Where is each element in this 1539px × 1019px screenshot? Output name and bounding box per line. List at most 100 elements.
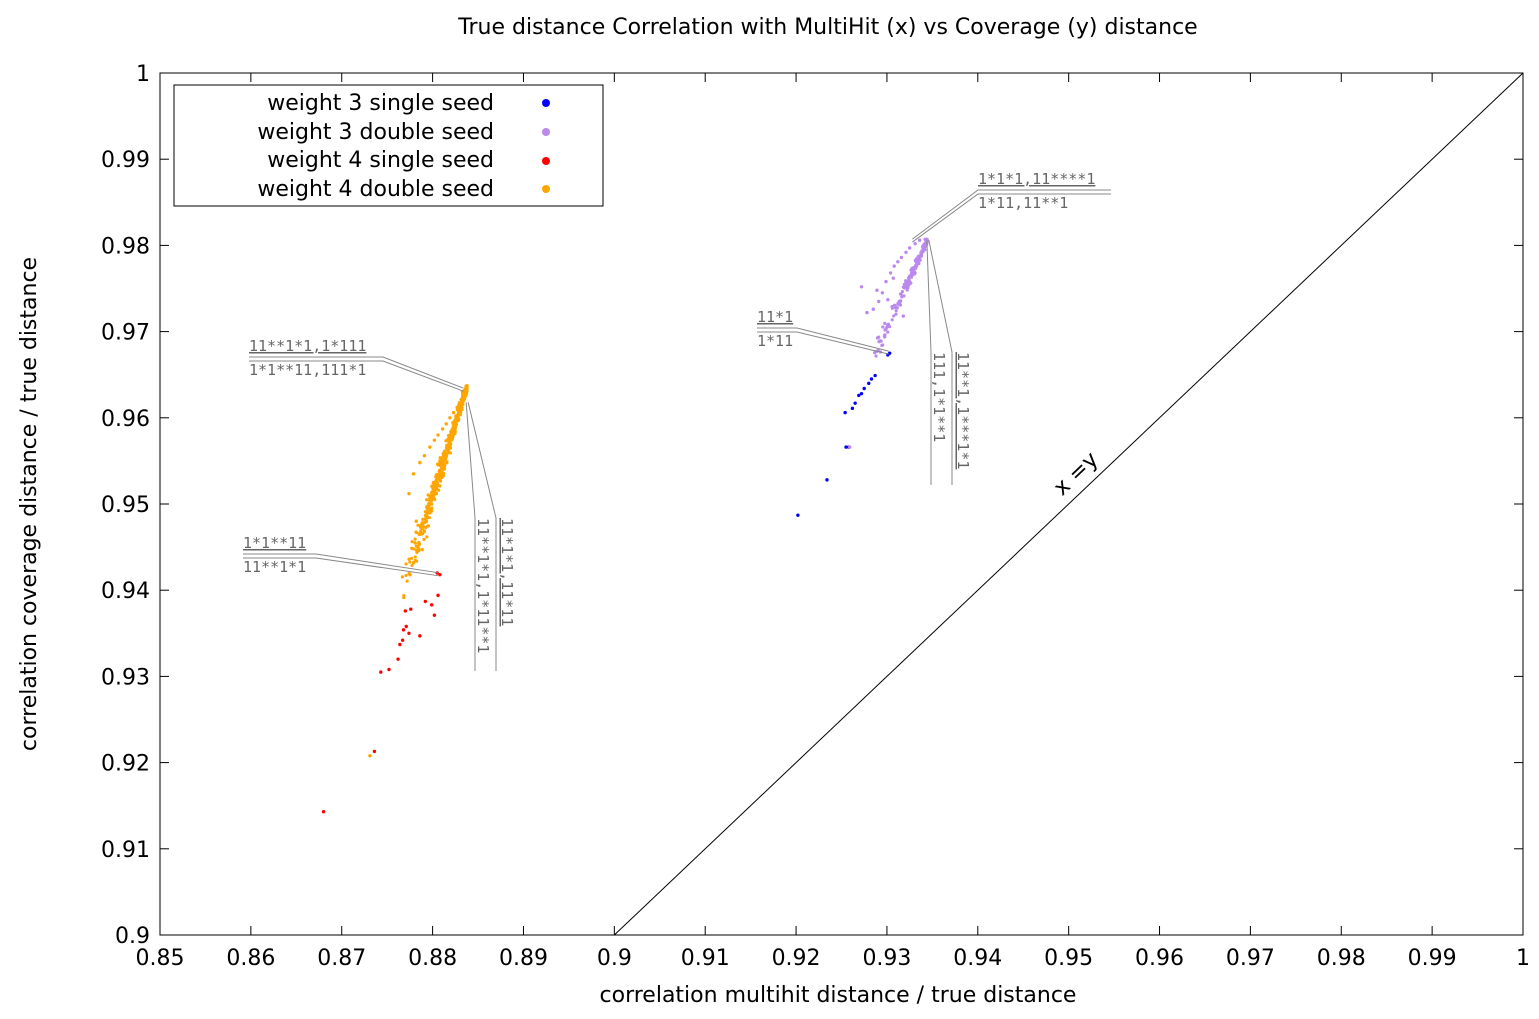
data-point <box>902 286 907 290</box>
data-point <box>886 330 890 334</box>
data-point <box>857 393 861 398</box>
data-point <box>465 389 469 394</box>
data-point <box>404 573 408 578</box>
data-point <box>451 431 455 436</box>
x-tick-label: 0.85 <box>136 946 185 971</box>
x-tick-label: 0.91 <box>681 946 730 971</box>
data-point <box>448 446 452 450</box>
annotation-label: 1*1*1,11****1 <box>978 170 1095 188</box>
data-point <box>895 306 899 310</box>
x-tick-label: 0.94 <box>953 946 1002 971</box>
data-point <box>448 416 452 420</box>
data-point <box>413 537 417 541</box>
data-point <box>451 425 455 429</box>
data-point <box>424 525 428 530</box>
data-point <box>429 603 434 607</box>
data-point <box>402 593 406 598</box>
annotation-leader <box>926 240 932 485</box>
data-point <box>462 396 466 400</box>
annotation-label: 1*1**11 <box>243 534 306 552</box>
data-point <box>886 298 890 302</box>
data-point <box>906 276 911 280</box>
data-point <box>424 516 429 520</box>
data-point <box>447 451 451 455</box>
data-point <box>418 634 422 638</box>
annotation-group: 1*1**11 11**1*1 <box>243 534 439 577</box>
x-tick-label: 0.89 <box>499 946 548 971</box>
data-point <box>891 276 895 280</box>
data-point <box>372 749 377 754</box>
data-point <box>881 325 885 329</box>
data-point <box>408 560 412 564</box>
annotation-label: 11**1*1,1*111 <box>249 337 366 355</box>
axis-ticks: 0.85 0.86 0.87 0.88 0.89 0.9 0.91 0.92 0.93 0.94 0… <box>101 62 1530 971</box>
data-point <box>909 274 913 278</box>
data-point <box>400 575 404 579</box>
data-point <box>404 562 408 566</box>
data-point <box>412 547 416 551</box>
data-point <box>917 238 922 242</box>
annotation-label: 11**1,1***1*1 <box>954 352 972 469</box>
data-point <box>403 609 408 613</box>
y-tick-label: 0.93 <box>101 665 150 690</box>
annotation-leader <box>249 360 464 392</box>
data-point <box>422 454 427 458</box>
data-point <box>438 484 442 488</box>
data-point <box>434 479 438 483</box>
data-point <box>913 266 917 271</box>
data-point <box>423 599 428 604</box>
data-point <box>894 309 898 313</box>
y-tick-label: 0.95 <box>101 493 150 518</box>
annotation-group: 11*1 1*11 <box>757 308 889 355</box>
data-point <box>407 631 411 635</box>
annotation-label: 11*1 <box>757 308 793 326</box>
data-point <box>423 513 428 518</box>
data-point <box>411 561 416 565</box>
data-point <box>436 433 440 437</box>
data-point <box>912 269 916 274</box>
data-point <box>850 406 855 411</box>
data-point <box>410 563 414 567</box>
legend-label-w3-double: weight 3 double seed <box>257 120 494 145</box>
data-point <box>439 466 444 470</box>
data-point <box>410 556 414 560</box>
data-point <box>414 548 418 552</box>
legend-marker-w4-double <box>542 185 550 193</box>
data-point <box>432 438 437 442</box>
x-tick-label: 0.86 <box>226 946 275 971</box>
series-weight-3-double-seed <box>847 237 930 449</box>
annotation-group: 1*1*1,11****1 1*11,11**1 <box>912 170 1111 243</box>
data-point <box>844 445 848 449</box>
annotation-leader <box>757 331 889 355</box>
data-point <box>368 754 372 758</box>
annotation-group: 11**1*1,1*111 1*1**11,111*1 <box>249 337 464 392</box>
data-point <box>414 530 419 535</box>
data-point <box>899 255 904 260</box>
data-point <box>873 373 877 378</box>
annotation-leader <box>928 240 953 485</box>
data-point <box>425 506 429 511</box>
data-point <box>859 391 864 396</box>
annotation-label: 1*1**11,111*1 <box>249 361 366 379</box>
data-point <box>892 314 896 318</box>
data-point <box>459 403 463 407</box>
data-point <box>426 524 431 528</box>
annotation-leader <box>243 553 439 574</box>
data-point <box>419 523 423 527</box>
data-point <box>913 241 917 246</box>
data-point <box>436 593 440 598</box>
data-point <box>900 289 904 294</box>
legend-label-w4-single: weight 4 single seed <box>267 148 494 173</box>
data-point <box>825 478 829 482</box>
annotation-leader <box>757 327 889 352</box>
data-point <box>907 246 912 250</box>
data-point <box>407 572 411 576</box>
data-point <box>458 411 462 415</box>
data-point <box>909 268 913 272</box>
data-point <box>890 318 894 322</box>
annotation-label: 1*11,11**1 <box>978 194 1068 212</box>
data-point <box>411 472 416 476</box>
legend-marker-w3-double <box>542 128 550 136</box>
y-axis-label: correlation coverage distance / true dis… <box>17 257 42 751</box>
data-point <box>422 537 426 541</box>
